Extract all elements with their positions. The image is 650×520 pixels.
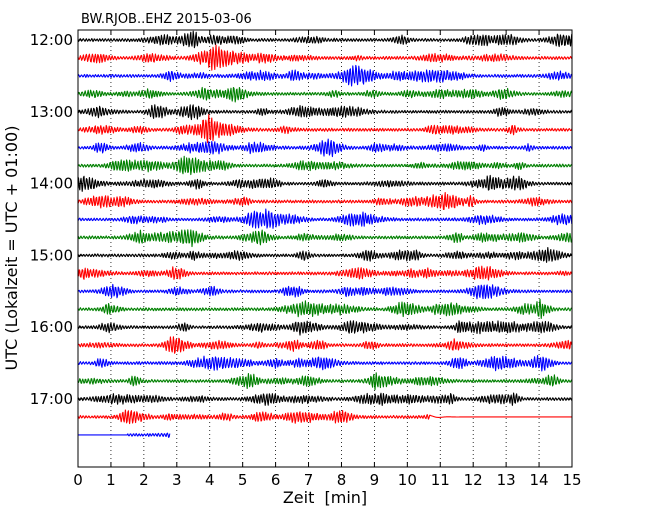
- plot-frame: [77, 29, 573, 468]
- y-tick-label: 17:00: [30, 390, 73, 408]
- trace-line: [77, 409, 572, 425]
- x-tick-label: 10: [398, 471, 417, 489]
- x-tick-label: 7: [304, 471, 314, 489]
- x-axis-label: Zeit [min]: [283, 488, 367, 507]
- trace-line: [77, 155, 573, 176]
- x-axis-ticks: 0 1 2 3 4 5 6 7 8 9 10 11 12 13 14 15: [73, 30, 582, 489]
- trace-line: [77, 320, 573, 336]
- trace-line: [77, 138, 573, 158]
- trace-line: [77, 229, 573, 248]
- y-axis-label: UTC (Lokalzeit = UTC + 01:00): [2, 126, 21, 371]
- y-tick-label: 16:00: [30, 318, 73, 336]
- trace-line: [77, 174, 573, 192]
- x-tick-label: 13: [497, 471, 516, 489]
- x-tick-label: 2: [139, 471, 149, 489]
- x-tick-label: 8: [337, 471, 347, 489]
- x-gridlines: [110, 30, 540, 467]
- trace-line: [77, 283, 573, 300]
- x-tick-label: 12: [464, 471, 483, 489]
- y-tick-label: 14:00: [30, 175, 73, 193]
- trace-line: [77, 336, 573, 354]
- x-tick-label: 0: [73, 471, 83, 489]
- trace-line: [77, 354, 573, 372]
- trace-line: [77, 64, 573, 87]
- x-tick-label: 11: [431, 471, 450, 489]
- x-tick-label: 3: [172, 471, 182, 489]
- x-tick-label: 5: [238, 471, 248, 489]
- x-tick-label: 1: [106, 471, 116, 489]
- trace-line: [78, 432, 171, 438]
- x-tick-label: 6: [271, 471, 281, 489]
- trace-line: [77, 208, 573, 229]
- trace-line: [77, 246, 573, 263]
- x-tick-label: 15: [562, 471, 581, 489]
- trace-line: [77, 191, 573, 211]
- x-tick-label: 4: [205, 471, 215, 489]
- x-tick-label: 9: [370, 471, 380, 489]
- trace-line: [77, 104, 573, 121]
- chart-title: BW.RJOB..EHZ 2015-03-06: [81, 12, 252, 27]
- seismogram-traces: [77, 30, 573, 438]
- trace-line: [77, 30, 573, 49]
- trace-line: [77, 265, 573, 281]
- y-tick-label: 15:00: [30, 246, 73, 264]
- trace-line: [77, 372, 573, 391]
- y-tick-label: 13:00: [30, 103, 73, 121]
- trace-line: [77, 298, 572, 319]
- y-axis-ticks: 12:00 13:00 14:00 15:00 16:00 17:00: [30, 31, 572, 408]
- trace-line: [77, 114, 573, 144]
- trace-line: [77, 392, 573, 406]
- trace-line: [77, 44, 573, 71]
- x-tick-label: 14: [530, 471, 549, 489]
- trace-line: [77, 86, 573, 103]
- y-tick-label: 12:00: [30, 31, 73, 49]
